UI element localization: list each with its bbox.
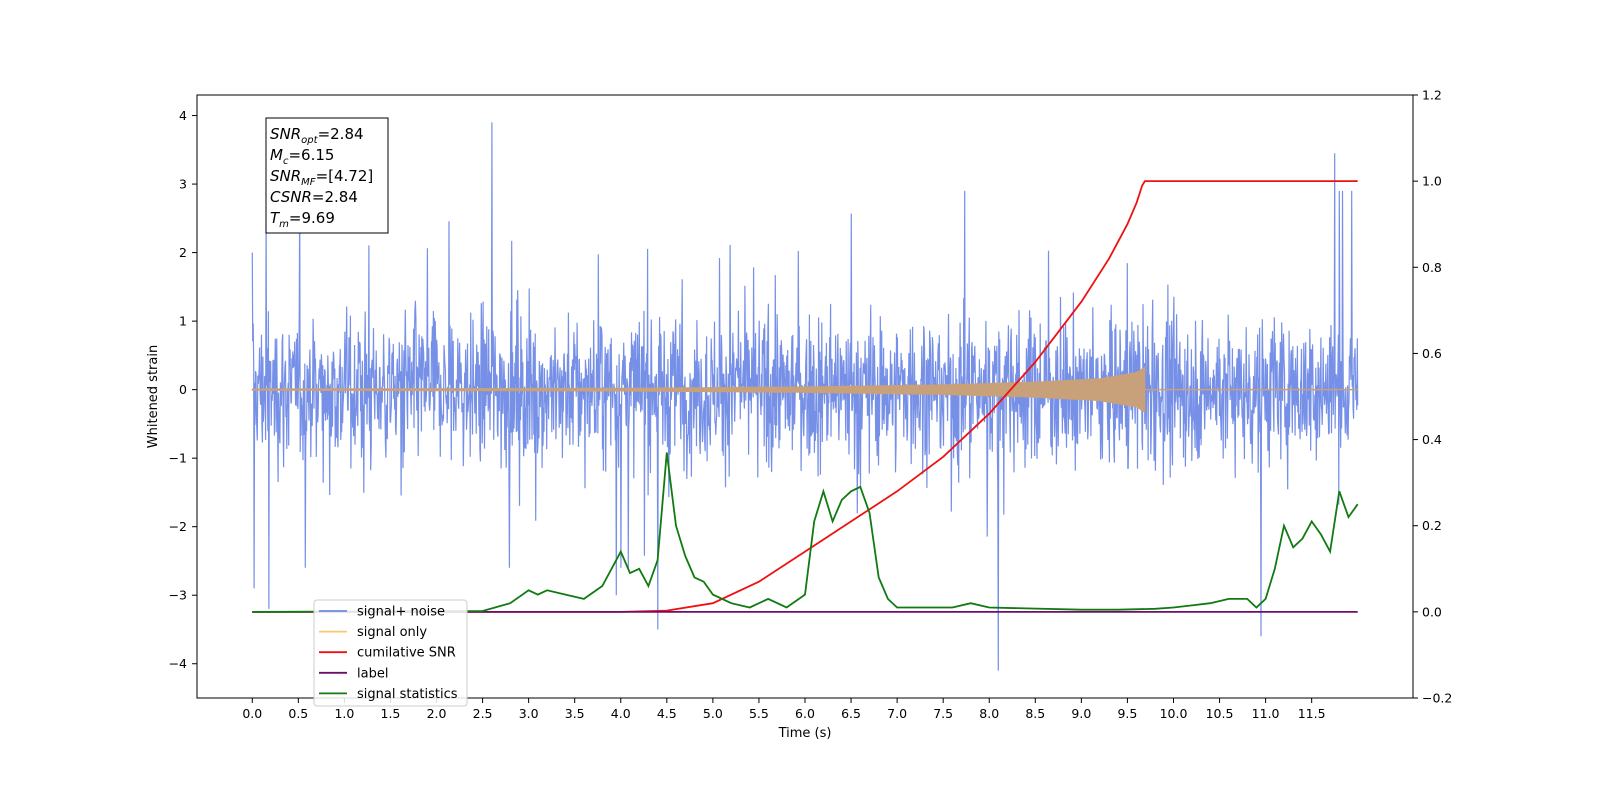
y-tick-label: 4 [179,108,187,123]
annotation-line: SNRopt=2.84 [270,125,364,146]
annotation-subscript: m [279,219,289,230]
y2-tick-label: −0.2 [1422,691,1452,706]
annotation-value: =6.15 [288,146,334,164]
x-tick-label: 9.5 [1117,706,1137,721]
annotation-line: CSNR=2.84 [270,188,358,206]
series-cumulative-snr-line [252,180,1358,613]
annotation-symbol: CSNR [270,188,312,206]
tick-layer: 0.0 0.5 1.0 1.5 2.0 2.5 3.0 3.5 4.0 4.5 5.0 5.5 6.0 6… [169,88,1453,722]
x-tick-label: 8.0 [979,706,999,721]
y-tick-label: −2 [169,519,187,534]
x-tick-label: 1.5 [381,706,401,721]
y2-tick-label: 0.4 [1422,432,1442,447]
legend-label: signal only [357,625,427,640]
x-tick-label: 4.0 [611,706,631,721]
y2-tick-label: 0.2 [1422,518,1442,533]
x-tick-label: 10.5 [1206,706,1234,721]
x-tick-label: 11.0 [1252,706,1280,721]
x-tick-label: 0.0 [242,706,262,721]
legend-label: label [357,666,388,681]
x-tick-label: 2.0 [427,706,447,721]
x-tick-label: 2.5 [473,706,493,721]
annotation-subscript: MF [301,177,316,188]
annotation-line: SNRMF=[4.72] [270,167,373,188]
x-tick-label: 1.0 [334,706,354,721]
y2-tick-label: 1.0 [1422,174,1442,189]
y2-tick-label: 0.6 [1422,346,1442,361]
x-tick-label: 9.0 [1071,706,1091,721]
x-tick-label: 8.5 [1025,706,1045,721]
annotation-line: Mc=6.15 [270,146,334,167]
annotation-value: =9.69 [289,209,335,227]
annotation-frame [265,117,389,234]
x-tick-label: 6.5 [841,706,861,721]
annotation-subscript: opt [301,135,318,146]
y-tick-label: 0 [179,382,187,397]
x-tick-label: 7.0 [887,706,907,721]
y-tick-label: −1 [169,451,187,466]
annotation-line: Tm=9.69 [270,209,335,230]
annotation-box: SNRopt=2.84Mc=6.15SNRMF=[4.72]CSNR=2.84T… [265,117,389,234]
series-signal-only-band [251,366,1146,414]
annotation-subscript: c [283,156,289,167]
x-tick-label: 5.5 [749,706,769,721]
x-tick-label: 7.5 [933,706,953,721]
legend: signal+ noise signal only cumilative SNR la… [313,599,468,707]
annotation-value: =2.84 [318,125,364,143]
legend-label: signal+ noise [357,605,445,620]
x-tick-label: 11.5 [1298,706,1326,721]
annotation-symbol: SNR [270,167,301,185]
y2-tick-label: 0.0 [1422,604,1442,619]
plot-area [251,122,1359,671]
y-tick-label: 3 [179,177,187,192]
x-tick-label: 10.0 [1160,706,1188,721]
annotation-symbol: M [270,146,283,164]
legend-frame [313,599,468,707]
x-tick-label: 0.5 [288,706,308,721]
annotation-symbol: SNR [270,125,301,143]
y-axis-label: Whitened strain [146,345,161,448]
y2-tick-label: 0.8 [1422,260,1442,275]
y-tick-label: −4 [169,656,187,671]
legend-label: signal statistics [357,687,458,702]
x-tick-label: 4.5 [657,706,677,721]
annotation-value: =[4.72] [316,167,374,185]
y2-tick-label: 1.2 [1422,88,1442,103]
series-signal-statistics-line [252,452,1359,613]
x-tick-label: 6.0 [795,706,815,721]
x-tick-label: 3.5 [565,706,585,721]
x-axis-label: Time (s) [778,726,832,741]
y-tick-label: 1 [179,314,187,329]
legend-label: cumilative SNR [357,646,456,661]
y-tick-label: −3 [169,588,187,603]
x-tick-label: 5.0 [703,706,723,721]
annotation-value: =2.84 [312,188,358,206]
annotation-symbol: T [270,209,281,227]
x-tick-label: 3.0 [519,706,539,721]
y-tick-label: 2 [179,245,187,260]
series-signal-noise-line [251,122,1359,671]
